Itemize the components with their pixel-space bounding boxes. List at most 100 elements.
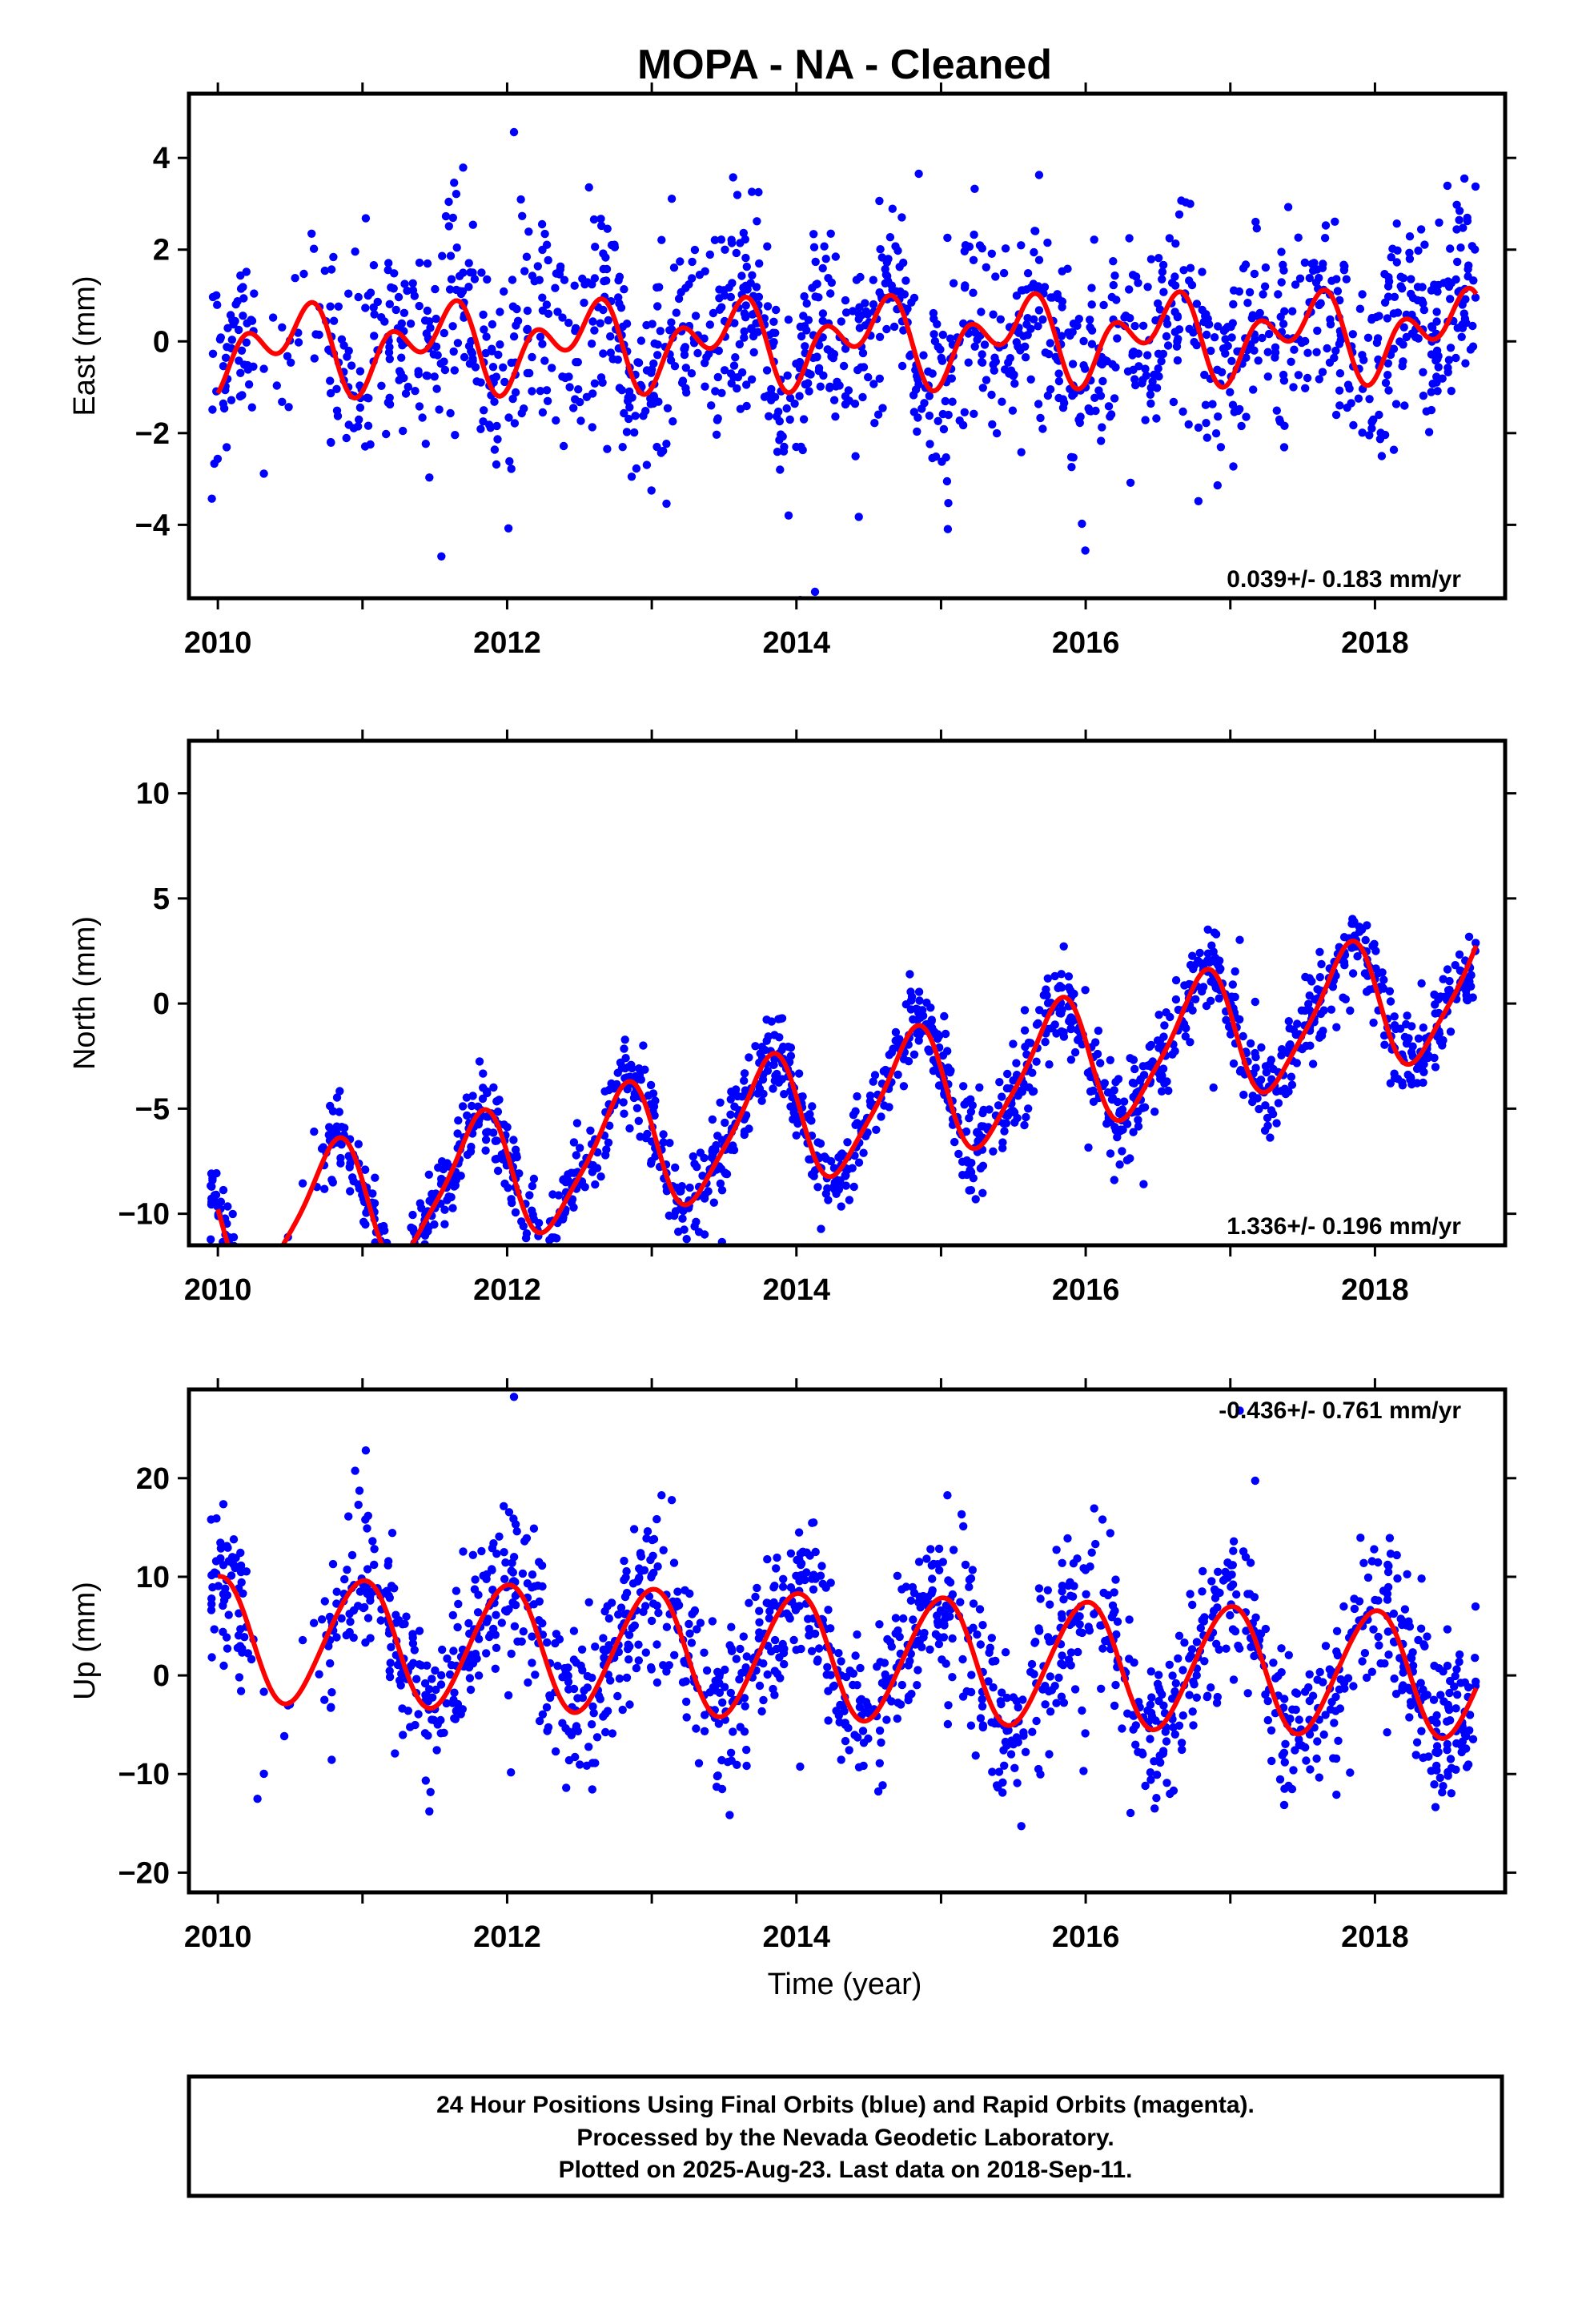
y-axis-label: Up (mm) [68,1582,102,1700]
data-point [1192,300,1202,308]
data-point [509,1136,518,1144]
data-point [1168,1671,1177,1680]
data-point [1279,1748,1289,1757]
data-point [599,1712,608,1721]
data-point [764,1032,773,1041]
data-point [1174,325,1184,334]
data-point [875,196,884,206]
data-point [383,1586,391,1595]
data-point [1260,1126,1270,1136]
data-point [707,401,716,410]
data-point [347,1550,357,1560]
data-point [769,1084,777,1093]
data-point [826,1578,835,1587]
data-point [959,1082,968,1091]
data-point [913,1681,921,1690]
data-point [329,316,339,325]
data-point [1213,365,1222,374]
data-point [754,187,763,197]
data-point [1202,419,1211,428]
data-point [730,319,739,328]
data-point [492,1643,501,1652]
data-point [1419,1023,1428,1032]
data-point [380,317,389,326]
data-point [492,421,501,431]
data-point [424,1731,432,1740]
data-point [1174,1654,1182,1663]
data-point [1186,1038,1195,1047]
data-point [559,1175,568,1184]
data-point [1081,546,1090,555]
data-point [1391,400,1401,408]
data-point [763,302,773,311]
data-point [785,415,794,424]
data-point [242,338,251,347]
data-point [1162,1779,1171,1787]
data-point [1445,1688,1454,1698]
data-point [486,424,495,432]
data-point [966,1687,976,1697]
data-point [841,344,850,353]
data-point [223,324,232,332]
data-point [1411,332,1420,342]
data-point [1342,275,1351,283]
data-point [219,1601,227,1610]
data-point [1138,379,1146,388]
data-point [944,1576,953,1585]
data-point [692,1724,701,1733]
data-point [649,392,658,400]
data-point [1403,1035,1412,1044]
data-point [748,187,757,196]
data-point [622,1566,631,1576]
data-point [682,388,691,397]
data-point [895,263,904,271]
data-point [599,264,608,274]
data-point [259,364,268,373]
data-point [309,1618,319,1627]
data-point [946,1612,954,1621]
data-point [423,372,432,380]
data-point [1455,215,1464,224]
data-point [1399,274,1408,283]
data-point [363,393,371,402]
data-point [893,1714,902,1723]
data-point [1331,1754,1341,1763]
data-point [729,173,737,182]
data-point [1417,1574,1426,1583]
data-point [853,1681,861,1690]
data-point [721,1168,729,1177]
data-point [839,361,849,371]
data-point [552,1630,561,1638]
data-point [598,378,607,387]
data-point [1274,290,1283,299]
data-point [688,257,697,267]
data-point [1272,1119,1281,1128]
data-point [442,1699,451,1708]
data-point [1158,1064,1168,1073]
data-point [1250,269,1259,279]
data-point [396,1259,404,1267]
data-point [1229,1546,1238,1555]
data-point [495,1532,504,1541]
data-point [1402,332,1411,342]
data-point [717,1755,726,1765]
data-point [1395,1024,1405,1033]
data-point [560,275,569,284]
data-point [367,1256,375,1264]
data-point [1331,1707,1340,1715]
data-point [1315,1773,1324,1782]
data-point [885,233,895,242]
data-point [1432,378,1441,387]
data-point [1315,300,1323,310]
data-point [1087,300,1096,309]
data-point [545,1691,554,1700]
data-point [1160,1021,1169,1030]
data-point [1079,336,1088,346]
data-point [396,1681,405,1690]
data-point [237,1322,245,1330]
data-point [1321,1711,1330,1719]
data-point [653,340,662,349]
data-point [524,1678,532,1687]
data-point [875,1726,885,1735]
